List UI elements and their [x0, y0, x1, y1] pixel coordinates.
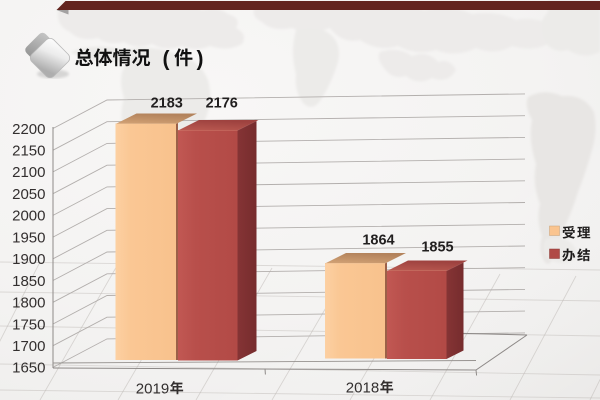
svg-text:1900: 1900 — [12, 251, 45, 268]
svg-text:1750: 1750 — [12, 316, 45, 333]
svg-text:1700: 1700 — [12, 338, 45, 355]
svg-text:1864: 1864 — [362, 233, 394, 249]
svg-text:2100: 2100 — [12, 164, 45, 181]
svg-text:2183: 2183 — [151, 96, 183, 112]
svg-text:1650: 1650 — [12, 360, 45, 377]
svg-text:1950: 1950 — [12, 229, 45, 246]
svg-text:1855: 1855 — [421, 240, 453, 256]
svg-text:1850: 1850 — [12, 273, 45, 290]
svg-text:2200: 2200 — [12, 121, 45, 138]
svg-text:2019: 2019 — [136, 380, 169, 397]
svg-text:1800: 1800 — [12, 295, 45, 312]
svg-text:2000: 2000 — [12, 208, 45, 225]
svg-text:2150: 2150 — [12, 143, 45, 160]
svg-text:(): () — [163, 48, 204, 71]
svg-text:2018: 2018 — [346, 379, 379, 396]
svg-text:2176: 2176 — [206, 96, 238, 112]
svg-text:2050: 2050 — [12, 186, 45, 203]
